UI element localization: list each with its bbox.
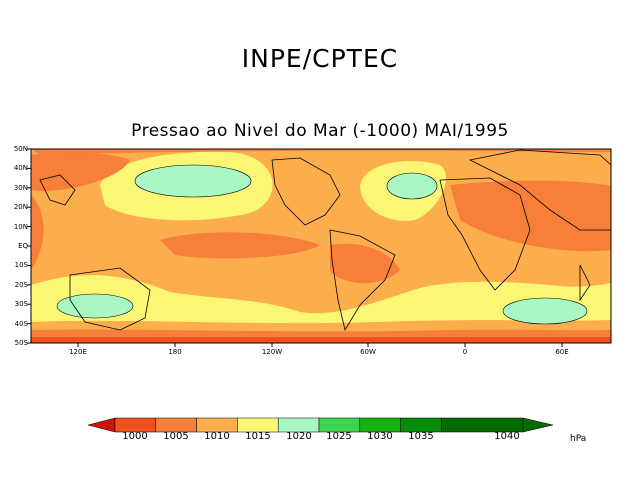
africa-coast	[439, 177, 531, 291]
saharan-low-1005	[450, 180, 611, 252]
main-title: INPE/CPTEC	[241, 44, 399, 73]
unit-label: hPa	[570, 434, 587, 444]
north-america-coast	[271, 157, 341, 226]
map-title: Pressao ao Nivel do Mar (-1000) MAI/1995	[131, 121, 509, 141]
lat-label-30s: 30S	[14, 300, 28, 309]
colorbar-label-1030: 1030	[367, 431, 393, 442]
pressure-field	[31, 149, 611, 343]
lon-label-60w: 60W	[360, 348, 376, 356]
colorbar-label-1000: 1000	[122, 431, 148, 442]
colorbar-label-1035: 1035	[408, 431, 434, 442]
colorbar-bin-1010	[196, 417, 238, 433]
lon-label-60e: 60E	[555, 348, 569, 356]
coastlines	[39, 149, 611, 332]
colorbar-label-1020: 1020	[286, 431, 312, 442]
amazon-low-1005	[330, 243, 400, 284]
lat-label-50n: 50N	[13, 145, 28, 153]
lon-label-180: 180	[168, 348, 182, 356]
lon-label-120w: 120W	[261, 348, 283, 356]
colorbar-bin-1020	[277, 417, 320, 433]
lat-label-30n: 30N	[13, 183, 28, 192]
southern-belt-1015	[31, 275, 611, 330]
asia-low-1005	[31, 195, 44, 270]
lat-label-20s: 20S	[14, 280, 28, 289]
lat-label-10s: 10S	[14, 261, 28, 270]
australia-coast	[69, 267, 151, 331]
japan-coast	[39, 174, 76, 206]
colorbar-low-arrow	[87, 417, 116, 433]
indian-ocean-high	[502, 297, 588, 325]
equatorial-low-1005	[160, 232, 320, 259]
colorbar-high-arrow	[522, 417, 554, 433]
colorbar-label-1015: 1015	[245, 431, 271, 442]
lat-label-eq: EQ	[18, 242, 28, 250]
ticks	[27, 148, 563, 347]
colorbar-bin-1025	[318, 417, 361, 433]
lat-label-50s: 50S	[14, 339, 28, 347]
lat-label-20n: 20N	[13, 203, 28, 212]
south-band-1000	[31, 337, 611, 343]
colorbar-bin-1015	[237, 417, 279, 433]
colorbar-bin-1005	[155, 417, 197, 433]
colorbar	[87, 417, 554, 433]
azores-high-1020	[386, 172, 438, 200]
lat-label-40n: 40N	[13, 164, 28, 173]
north-pacific-high-1020	[134, 164, 252, 198]
eurasia-coast	[468, 149, 611, 231]
madagascar-coast	[579, 264, 591, 302]
lon-label-0: 0	[462, 348, 468, 356]
colorbar-bin-1035	[400, 417, 442, 433]
colorbar-bin-1040	[441, 417, 524, 433]
lat-label-40s: 40S	[14, 319, 28, 328]
australian-high	[56, 293, 134, 319]
north-band-1005	[31, 149, 611, 155]
colorbar-bin-1000	[114, 417, 157, 433]
siberian-low-1005	[31, 152, 130, 191]
colorbar-label-1010: 1010	[204, 431, 230, 442]
south-america-coast	[329, 229, 396, 332]
colorbar-label-1005: 1005	[163, 431, 189, 442]
colorbar-label-1040: 1040	[494, 431, 520, 442]
lon-label-120e: 120E	[69, 348, 87, 356]
colorbar-label-1025: 1025	[326, 431, 352, 442]
lat-label-10n: 10N	[13, 222, 28, 231]
colorbar-bin-1030	[359, 417, 401, 433]
